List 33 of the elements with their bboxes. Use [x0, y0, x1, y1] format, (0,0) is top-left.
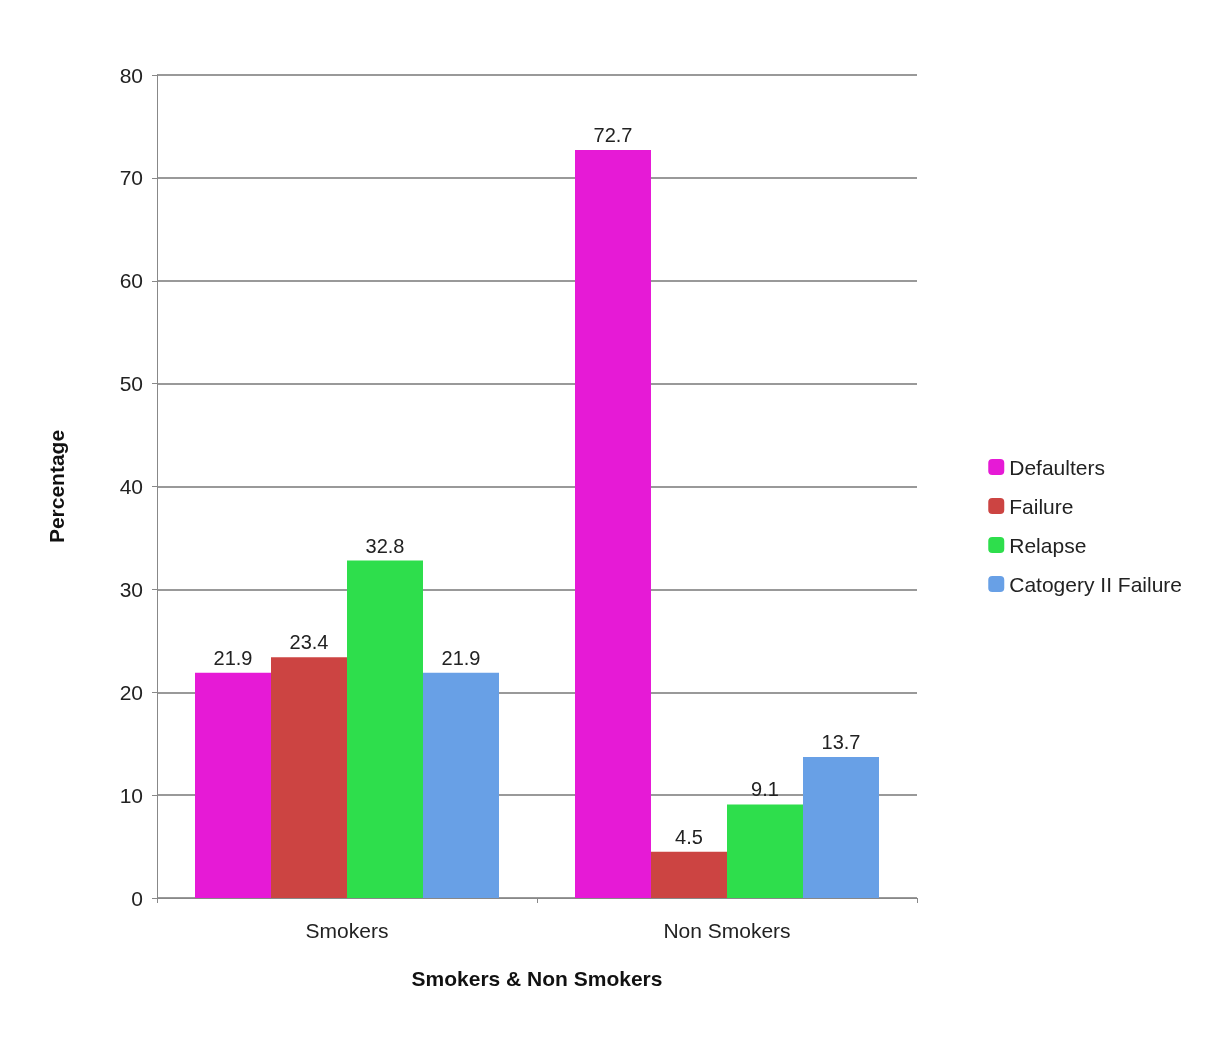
- legend-label: Catogery II Failure: [1009, 572, 1183, 596]
- bar: [575, 150, 651, 898]
- data-label: 72.7: [593, 124, 633, 147]
- y-tick-label: 40: [119, 475, 143, 498]
- bar: [727, 804, 803, 898]
- data-label: 32.8: [365, 534, 405, 557]
- legend-label: Defaulters: [1009, 455, 1105, 479]
- y-tick-label: 60: [119, 269, 143, 293]
- x-tick-label: Non Smokers: [663, 919, 791, 942]
- data-label: 9.1: [751, 778, 779, 801]
- y-tick-label: 30: [119, 577, 143, 601]
- bar: [651, 851, 727, 898]
- y-tick-label: 0: [131, 886, 143, 910]
- bar: [803, 757, 879, 898]
- y-tick-label: 50: [119, 372, 143, 396]
- data-label: 13.7: [821, 731, 861, 754]
- bar: [271, 657, 347, 898]
- bar: [347, 560, 423, 898]
- data-label: 4.5: [675, 825, 703, 848]
- data-label: 23.4: [289, 631, 329, 654]
- y-tick-label: 70: [119, 166, 143, 190]
- y-tick-label: 80: [119, 63, 143, 87]
- y-axis-title: Percentage: [45, 429, 68, 544]
- bar: [195, 672, 271, 898]
- legend-label: Failure: [1009, 494, 1074, 518]
- data-label: 21.9: [213, 646, 253, 669]
- bar: [423, 672, 499, 898]
- y-tick-label: 10: [119, 783, 143, 807]
- legend-label: Relapse: [1009, 533, 1087, 557]
- x-axis-title: Smokers & Non Smokers: [411, 967, 663, 990]
- data-label: 21.9: [441, 646, 481, 669]
- x-tick-label: Smokers: [305, 919, 389, 942]
- y-tick-label: 20: [119, 680, 143, 704]
